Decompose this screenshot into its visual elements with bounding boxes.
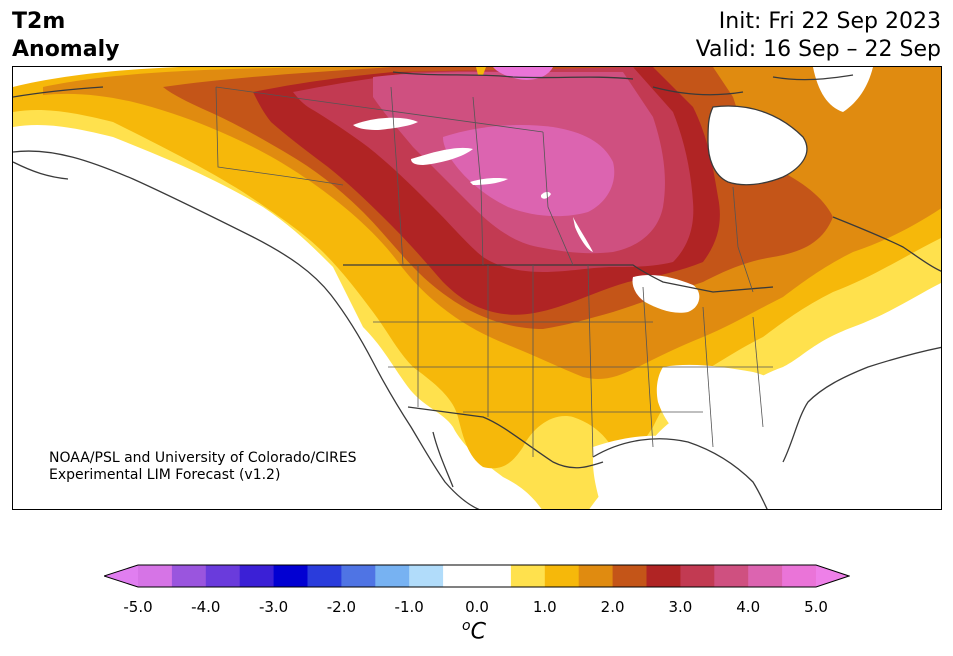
colorbar-tick-label: -3.0 xyxy=(258,598,289,616)
forecast-dates: Init: Fri 22 Sep 2023 Valid: 16 Sep – 22… xyxy=(696,8,941,64)
colorbar-under-arrow xyxy=(104,565,138,587)
anomaly-band-8 xyxy=(443,125,615,217)
colorbar-segment xyxy=(307,565,342,587)
colorbar-tick-label: 0.0 xyxy=(465,598,489,616)
unit-letter: C xyxy=(470,619,486,645)
baja-coast xyxy=(432,431,454,488)
colorbar-segment xyxy=(273,565,308,587)
province-sk-mb xyxy=(472,96,484,266)
colorbar-segments xyxy=(138,565,817,587)
colorbar-segment xyxy=(239,565,275,587)
credit-text: NOAA/PSL and University of Colorado/CIRE… xyxy=(49,450,357,484)
init-date: Init: Fri 22 Sep 2023 xyxy=(718,9,941,34)
colorbar-tick-label: -1.0 xyxy=(394,598,424,616)
colorbar-tick-labels: -5.0 -4.0 -3.0 -2.0 -1.0 0.0 1.0 2.0 3.0 4.0 5.0 xyxy=(0,598,953,618)
map-svg xyxy=(13,67,941,509)
colorbar-tick-label: -5.0 xyxy=(123,598,153,616)
arctic-islands xyxy=(392,71,854,96)
great-slave-lake xyxy=(411,147,473,165)
gulf-of-mexico xyxy=(593,435,767,509)
province-mb-on xyxy=(542,131,574,266)
colorbar-segment xyxy=(646,565,681,587)
state-col-5 xyxy=(642,286,654,448)
west-coastline xyxy=(13,150,480,509)
pacific-ocean xyxy=(13,137,480,509)
colorbar-segment xyxy=(205,565,241,587)
lake-winnipeg xyxy=(573,217,593,252)
credit-line-2: Experimental LIM Forecast (v1.2) xyxy=(49,467,281,483)
colorbar-segment xyxy=(409,565,444,587)
valid-range: Valid: 16 Sep – 22 Sep xyxy=(695,37,941,62)
small-lake xyxy=(541,191,551,199)
anomaly-hotspot xyxy=(493,67,553,80)
state-col-4 xyxy=(587,264,594,458)
colorbar-segment xyxy=(544,565,580,587)
colorbar xyxy=(104,564,850,588)
east-atlantic xyxy=(908,317,941,345)
great-lakes xyxy=(632,274,700,313)
atlantic-ocean xyxy=(773,357,941,509)
colorbar-tick-label: 4.0 xyxy=(736,598,761,616)
map-title: T2m Anomaly xyxy=(12,8,119,64)
canada-us-border xyxy=(343,264,774,293)
colorbar-segment xyxy=(341,565,376,587)
hudson-bay xyxy=(708,106,807,185)
athabasca-lake xyxy=(470,178,508,185)
colorbar-segment xyxy=(477,565,512,587)
title-variable: T2m xyxy=(12,9,66,34)
masked-areas xyxy=(13,67,941,509)
alaska-coast xyxy=(13,86,104,180)
province-bc-ab xyxy=(215,86,344,186)
colorbar-tick-label: 1.0 xyxy=(532,598,557,616)
colorbar-tick-label: 2.0 xyxy=(600,598,625,616)
colorbar-over-arrow xyxy=(816,565,849,587)
colorbar-segment xyxy=(748,565,783,587)
colorbar-unit: oC xyxy=(462,618,486,644)
title-anomaly: Anomaly xyxy=(12,37,120,62)
colorbar-segment xyxy=(443,565,478,587)
colorbar-segment xyxy=(171,565,207,587)
colorbar-tick-label: -4.0 xyxy=(191,598,221,616)
east-coast xyxy=(782,346,941,463)
state-col-7 xyxy=(752,316,764,428)
unit-degree: o xyxy=(462,618,471,634)
gulf-coast xyxy=(592,438,768,509)
province-ab-sk xyxy=(390,86,404,266)
colorbar-segment xyxy=(510,565,546,587)
colorbar-tick-label: 3.0 xyxy=(668,598,693,616)
colorbar-outline xyxy=(104,564,850,588)
hudson-bay-coast xyxy=(707,105,808,186)
colorbar-tick-label: 5.0 xyxy=(804,598,828,616)
colorbar-segment xyxy=(782,565,817,587)
colorbar-segment xyxy=(138,565,173,587)
colorbar-segment xyxy=(714,565,749,587)
nwt-line xyxy=(215,86,544,133)
colorbar-tick-label: -2.0 xyxy=(326,598,357,616)
credit-line-1: NOAA/PSL and University of Colorado/CIRE… xyxy=(49,450,357,466)
anomaly-map xyxy=(12,66,942,510)
state-col-6 xyxy=(702,306,714,448)
us-mexico-border xyxy=(407,406,604,469)
great-bear-lake xyxy=(353,117,418,130)
colorbar-segment xyxy=(680,565,715,587)
colorbar-segment xyxy=(578,565,614,587)
internal-borders xyxy=(215,86,773,458)
anomaly-hotspot-red xyxy=(476,67,486,75)
labrador-coast xyxy=(832,216,941,272)
province-on-qc xyxy=(732,186,754,293)
colorbar-segment xyxy=(375,565,410,587)
boundaries xyxy=(13,71,941,509)
colorbar-segment xyxy=(612,565,647,587)
